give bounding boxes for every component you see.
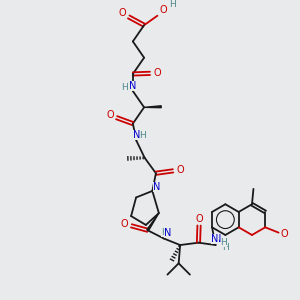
Text: N: N — [164, 228, 171, 238]
Text: H: H — [169, 0, 175, 9]
Text: N: N — [211, 233, 219, 244]
Polygon shape — [147, 213, 159, 231]
Text: H: H — [222, 243, 228, 252]
Text: N: N — [133, 130, 140, 140]
Text: O: O — [195, 214, 203, 224]
Text: H: H — [121, 83, 128, 92]
Text: N: N — [129, 81, 137, 91]
Text: O: O — [121, 219, 128, 230]
Text: N: N — [153, 182, 160, 191]
Text: H: H — [161, 228, 168, 237]
Text: O: O — [106, 110, 114, 120]
Text: H: H — [220, 238, 227, 247]
Text: O: O — [118, 8, 126, 18]
Text: O: O — [160, 5, 167, 15]
Text: O: O — [281, 229, 288, 239]
Text: H: H — [140, 131, 146, 140]
Text: O: O — [176, 165, 184, 175]
Text: N: N — [214, 234, 221, 244]
Text: O: O — [153, 68, 161, 78]
Polygon shape — [144, 106, 161, 108]
